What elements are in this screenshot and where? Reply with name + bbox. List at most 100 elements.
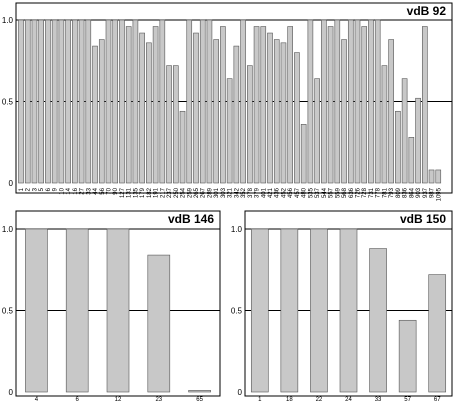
panel-2-bar-6 [65,228,89,393]
panel-1-x-tick-label: 27 [80,187,86,194]
panel-1-y-tick-label: 0 [9,179,14,188]
panel-1-y-tick-label: 1.0 [2,16,14,25]
panel-1-x-tick-label: 456 [288,187,294,198]
panel-1-x-tick-label: 342 [234,187,240,198]
panel-1-x-tick-label: 480 [302,187,308,198]
panel-2-y-tick-label: 0 [9,388,14,397]
panel-1-x-tick-label: 5 [39,187,45,191]
panel-1-bar-70 [105,19,112,184]
panel-1-bar-436 [273,39,280,184]
panel-1-x-tick-label: 3 [32,187,38,191]
panel-1-bar-90 [112,19,119,184]
panel-1-bar-56 [98,39,105,184]
panel-1-x-tick-label: 127 [120,187,126,198]
panel-1-x-tick-label: 378 [248,187,254,198]
panel-1-bar-378 [247,65,253,184]
panel-1-x-tick-label: 793 [389,187,395,198]
panel-1-x-tick-label: 937 [423,187,429,198]
panel-1-x-tick-label: 14 [66,187,72,194]
panel-3-x-tick-label: 33 [375,397,382,403]
panel-1-x-tick-label: 33 [86,187,92,194]
panel-2-x-tick-label: 6 [76,397,80,403]
panel-1-x-tick-label: 1095 [436,187,442,201]
panel-1-bar-6 [45,19,51,184]
panel-3-title: vdB 150 [400,212,446,226]
panel-1-x-tick-label: 70 [106,187,112,194]
panel-3-bar-33 [369,248,387,393]
panel-3-x-tick-label: 67 [434,397,441,403]
panel-1-x-tick-label: 321 [228,187,234,198]
panel-1-bar-179 [139,32,145,184]
panel-1-bar-421 [267,32,273,184]
panel-1-bar-836 [401,78,408,184]
panel-1-bar-568 [341,39,347,184]
panel-1-x-tick-label: 237 [167,187,173,198]
panel-1-x-tick-label: 557 [329,187,335,198]
panel-1-bar-3 [31,19,38,184]
panel-1-x-tick-label: 191 [154,187,160,198]
panel-3-bar-24 [339,228,358,393]
panel-1-bar-321 [226,78,233,184]
panel-1-x-tick-label: 301 [214,187,220,198]
panel-2-bar-12 [106,228,130,393]
panel-1-x-tick-label: 421 [268,187,274,198]
panel-2-x-tick-label: 4 [35,397,39,403]
panel-1-x-tick-label: 903 [416,187,422,198]
panel-3-y-tick-label: 1.0 [231,225,243,234]
panel-1-bar-131 [125,26,132,184]
panel-1-x-tick-label: 636 [349,187,355,198]
panel-1-bar-457 [294,52,300,184]
panel-3-x-tick-label: 18 [286,397,293,403]
panel-1-bar-728 [361,26,368,184]
panel-1-x-tick-label: 217 [160,187,166,198]
panel-1-bar-352 [240,19,246,184]
panel-1-bar-267 [199,19,206,184]
panel-3-x-tick-label: 24 [345,397,352,403]
panel-1-bar-793 [388,39,394,184]
panel-1-bar-559 [334,19,341,184]
panel-1-bar-44 [92,45,98,184]
panel-1-x-tick-label: 864 [409,187,415,198]
panel-1-bar-544 [321,19,327,184]
panel-1-bar-379 [253,26,260,184]
panel-2-bar-23 [147,254,171,393]
panel-1-bar-809 [395,110,401,184]
panel-1-bar-1095 [435,169,442,184]
panel-1-bar-10 [58,19,65,184]
panel-1-x-tick-label: 778 [376,187,382,198]
panel-1-x-tick-label: 544 [322,187,328,198]
panel-3-x-tick-label: 1 [258,397,262,403]
panel-1-x-tick-label: 537 [315,187,321,198]
panel-3-bar-1 [250,228,269,393]
panel-1-x-tick-label: 568 [342,187,348,198]
panel-1-x-tick-label: 2 [26,187,32,191]
panel-1-x-tick-label: 267 [201,187,207,198]
panel-1-bar-9 [51,19,58,184]
panel-1-bar-937 [421,26,428,184]
panel-2-title: vdB 146 [168,212,214,226]
panel-1-bar-27 [78,19,85,184]
panel-2-x-tick-label: 23 [155,397,162,403]
panel-1-bar-1 [18,19,24,184]
panel-1-bar-5 [38,19,44,184]
panel-1-x-tick-label: 90 [113,187,119,194]
panel-1-x-tick-label: 259 [187,187,193,198]
panel-1-bar-14 [65,19,71,184]
panel-3-bar-67 [428,274,447,393]
panel-1-bar-303 [220,26,226,184]
panel-1-x-tick-label: 379 [255,187,261,198]
panel-1-x-tick-label: 250 [174,187,180,198]
panel-3-bar-22 [310,228,328,393]
panel-1-x-tick-label: 987 [430,187,436,198]
panel-3-y-tick-label: 0 [238,388,243,397]
panel-1-x-tick-label: 6 [46,187,52,191]
panel-1-x-tick-label: 254 [181,187,187,198]
panel-1-y-tick-label: 0.5 [2,98,14,107]
panel-1-bar-182 [146,42,152,184]
panel-1-x-tick-label: 56 [100,187,106,194]
panel-1-bar-135 [132,19,139,184]
panel-1-x-tick-label: 836 [403,187,409,198]
panel-1-bar-401 [260,26,267,184]
panel-1-bar-342 [233,45,240,184]
